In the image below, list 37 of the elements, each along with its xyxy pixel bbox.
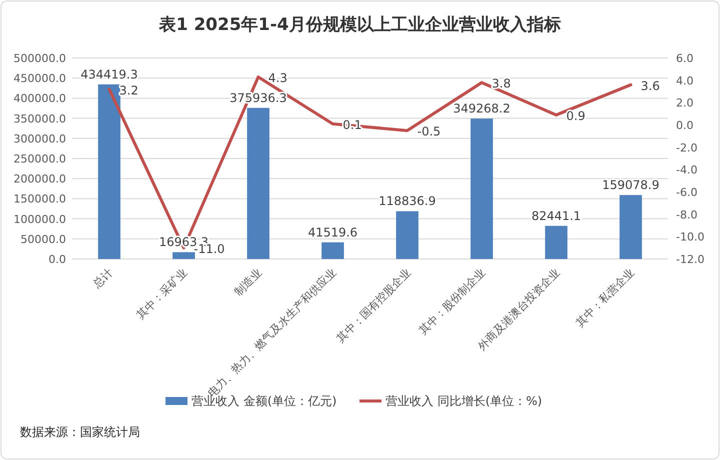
bar [98, 84, 120, 259]
y2-tick-label: 2.0 [676, 96, 694, 110]
y2-tick-label: 6.0 [676, 52, 694, 65]
y-tick-label: 150000.0 [14, 192, 66, 206]
y2-tick-label: -6.0 [676, 186, 698, 199]
y-tick-label: 350000.0 [14, 112, 66, 126]
y-tick-label: 400000.0 [14, 92, 66, 106]
bar [396, 211, 418, 259]
y-tick-label: 450000.0 [14, 72, 66, 86]
y2-tick-label: 0.0 [676, 119, 694, 132]
y-tick-label: 50000.0 [20, 232, 66, 246]
y2-tick-label: 4.0 [676, 74, 694, 88]
x-tick-label: 其中：私营企业 [573, 266, 637, 330]
bar [470, 118, 493, 259]
x-tick-label: 总计 [90, 266, 116, 292]
y2-tick-label: -12.0 [676, 253, 704, 266]
y-tick-label: 200000.0 [14, 172, 66, 186]
y2-tick-label: -8.0 [676, 208, 698, 222]
source-note: 数据来源：国家统计局 [20, 425, 140, 439]
y-tick-label: 500000.0 [14, 52, 66, 65]
y-tick-label: 0.0 [48, 253, 66, 266]
bar [247, 108, 270, 259]
y2-tick-label: -2.0 [676, 141, 698, 154]
y-tick-label: 250000.0 [14, 152, 66, 166]
x-tick-label: 其中：采矿业 [134, 266, 190, 322]
legend-label: 营业收入 同比增长(单位：%) [386, 394, 542, 408]
y2-tick-label: -10.0 [676, 230, 704, 244]
y2-tick-label: -4.0 [676, 164, 698, 177]
chart-title: 表1 2025年1-4月份规模以上工业企业营业收入指标 [158, 15, 561, 35]
y-tick-label: 100000.0 [14, 212, 66, 226]
y-tick-label: 300000.0 [14, 132, 66, 146]
bar [620, 195, 642, 259]
legend-label: 营业收入 金额(单位：亿元) [192, 394, 337, 408]
bar [545, 226, 568, 259]
bar [172, 252, 195, 259]
bar [322, 242, 344, 259]
x-tick-label: 制造业 [232, 266, 264, 298]
